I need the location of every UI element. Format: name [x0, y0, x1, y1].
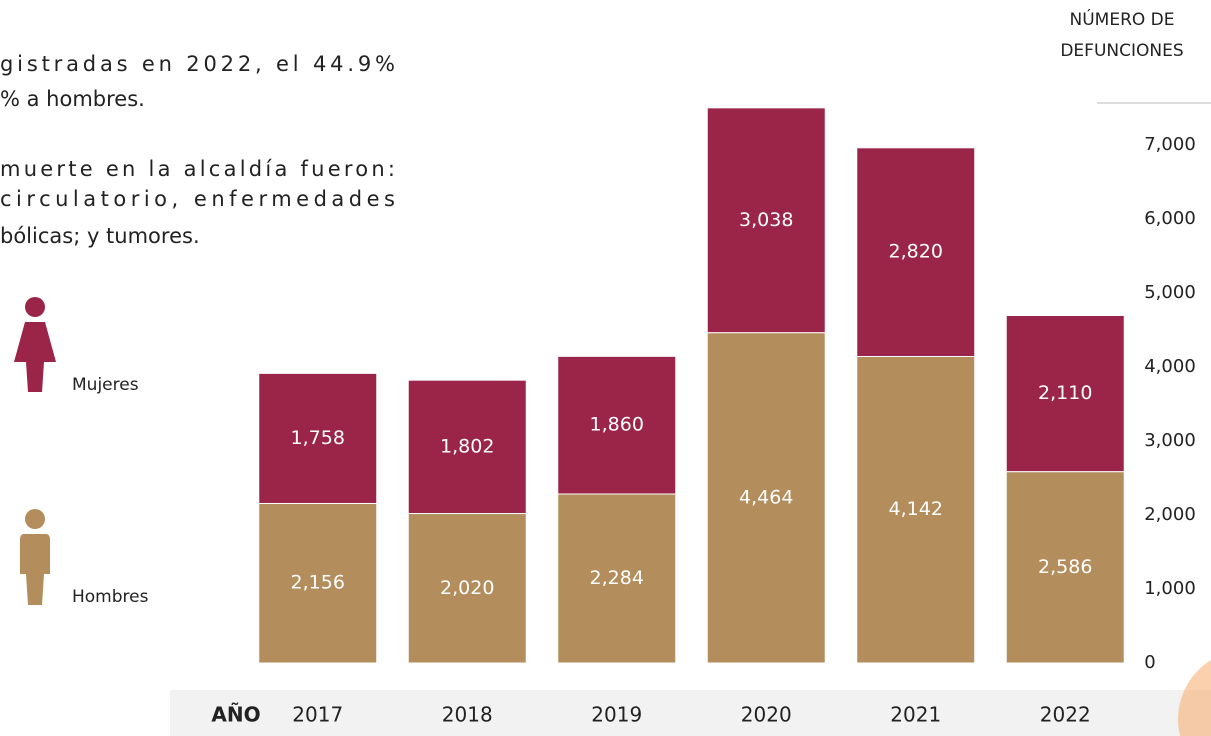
x-tick-label: 2019 [591, 703, 642, 727]
bar-segment [407, 379, 527, 515]
x-axis-label: AÑO [211, 703, 260, 727]
y-tick-label: 1,000 [1144, 578, 1196, 599]
bar-segment [1005, 471, 1125, 664]
bar-segment [1005, 314, 1125, 473]
paragraph-line: gistradas en 2022, el 44.9% [0, 52, 395, 76]
y-axis-label: NÚMERO DE [1070, 8, 1175, 30]
paragraph-line: circulatorio, enfermedades [0, 187, 395, 211]
bar-segment [258, 372, 378, 504]
data-label: 3,038 [739, 209, 793, 231]
bar-segment [706, 107, 826, 334]
data-label: 1,860 [590, 414, 644, 436]
data-label: 2,156 [291, 572, 345, 594]
y-tick-label: 0 [1144, 652, 1155, 673]
paragraph-line: % a hombres. [0, 87, 145, 111]
data-label: 2,820 [889, 241, 943, 263]
legend-label: Hombres [72, 587, 149, 607]
female-icon [14, 297, 56, 392]
y-tick-label: 2,000 [1144, 504, 1196, 525]
bar-segment [856, 147, 976, 357]
y-tick-label: 4,000 [1144, 356, 1196, 377]
data-label: 4,142 [889, 498, 943, 520]
legend-label: Mujeres [72, 375, 139, 395]
y-tick-label: 3,000 [1144, 430, 1196, 451]
x-tick-label: 2022 [1040, 703, 1091, 727]
y-tick-label: 6,000 [1144, 208, 1196, 229]
bar-segment [407, 513, 527, 664]
data-label: 4,464 [739, 486, 793, 508]
x-axis-band [170, 690, 1211, 736]
male-icon [20, 509, 50, 605]
data-label: 2,284 [590, 567, 644, 589]
data-label: 2,110 [1038, 382, 1092, 404]
bar-segment [258, 502, 378, 664]
paragraph-line: muerte en la alcaldía fueron: [0, 157, 395, 181]
bar-segment [706, 332, 826, 664]
data-label: 2,020 [440, 577, 494, 599]
y-tick-label: 7,000 [1144, 134, 1196, 155]
x-tick-label: 2020 [741, 703, 792, 727]
bar-segment [557, 493, 677, 664]
data-label: 1,802 [440, 435, 494, 457]
x-tick-label: 2021 [890, 703, 941, 727]
data-label: 2,586 [1038, 556, 1092, 578]
bar-segment [557, 355, 677, 495]
bar-segment [856, 355, 976, 664]
paragraph-line: bólicas; y tumores. [0, 224, 200, 248]
x-tick-label: 2017 [292, 703, 343, 727]
decoration [1178, 660, 1211, 736]
y-axis-label: DEFUNCIONES [1060, 41, 1183, 61]
data-label: 1,758 [291, 427, 345, 449]
y-tick-label: 5,000 [1144, 282, 1196, 303]
x-tick-label: 2018 [442, 703, 493, 727]
